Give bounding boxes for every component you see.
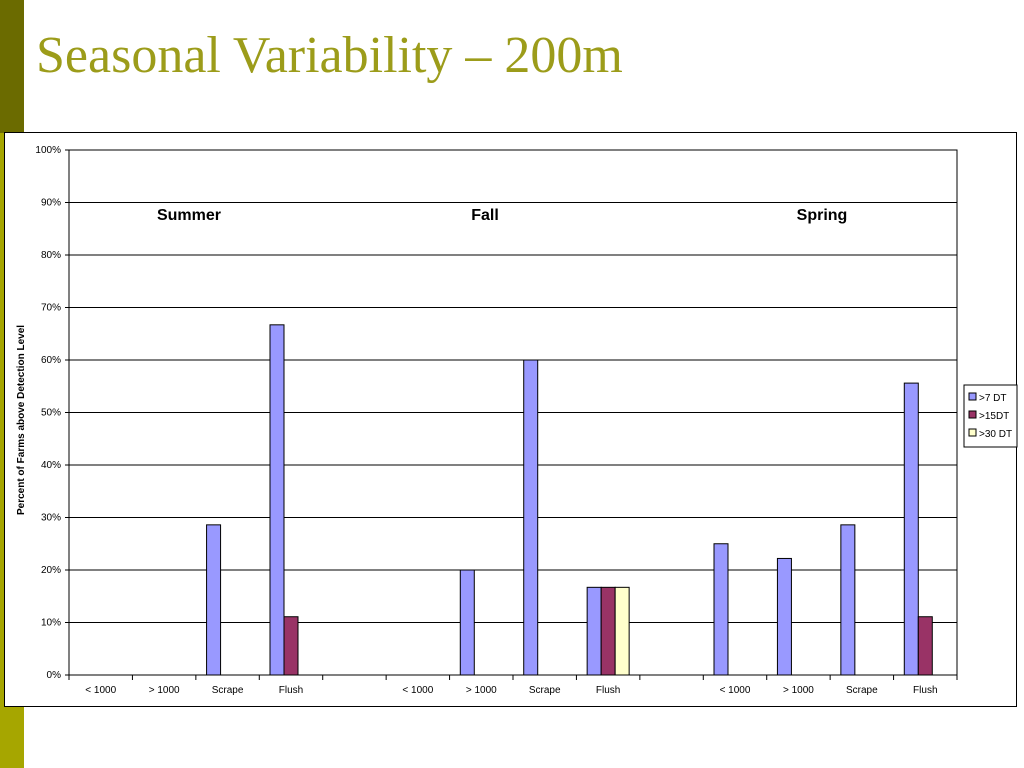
y-tick-label: 80% bbox=[41, 250, 61, 261]
y-tick-label: 50% bbox=[41, 408, 61, 419]
bar bbox=[269, 324, 285, 676]
y-tick-label: 90% bbox=[41, 198, 61, 209]
slide-title: Seasonal Variability – 200m bbox=[36, 27, 623, 84]
legend-swatch bbox=[968, 410, 977, 419]
x-tick-label: > 1000 bbox=[149, 685, 180, 696]
season-label: Spring bbox=[797, 207, 848, 224]
bar bbox=[614, 586, 630, 676]
y-tick-label: 60% bbox=[41, 355, 61, 366]
y-tick-label: 0% bbox=[47, 670, 62, 681]
x-tick-label: > 1000 bbox=[466, 685, 497, 696]
x-tick-label: < 1000 bbox=[402, 685, 433, 696]
y-tick-label: 100% bbox=[35, 145, 61, 156]
x-tick-label: < 1000 bbox=[720, 685, 751, 696]
legend-label: >7 DT bbox=[979, 393, 1007, 404]
x-tick-label: Scrape bbox=[846, 685, 878, 696]
y-tick-label: 40% bbox=[41, 460, 61, 471]
x-tick-label: Flush bbox=[913, 685, 937, 696]
bar bbox=[459, 569, 475, 676]
bar bbox=[206, 524, 222, 676]
x-tick-label: Scrape bbox=[212, 685, 244, 696]
bar bbox=[840, 524, 856, 676]
y-tick-label: 70% bbox=[41, 303, 61, 314]
bar bbox=[713, 543, 729, 676]
y-tick-label: 30% bbox=[41, 513, 61, 524]
x-tick-label: Flush bbox=[596, 685, 620, 696]
x-tick-label: < 1000 bbox=[85, 685, 116, 696]
bar bbox=[776, 557, 792, 676]
bar bbox=[903, 382, 919, 676]
x-tick-label: Flush bbox=[279, 685, 303, 696]
y-axis-label: Percent of Farms above Detection Level bbox=[16, 325, 27, 515]
bar bbox=[917, 616, 933, 676]
bar bbox=[586, 586, 602, 676]
season-label: Summer bbox=[157, 207, 221, 224]
legend-label: >15DT bbox=[979, 411, 1009, 422]
legend-label: >30 DT bbox=[979, 429, 1012, 440]
bar bbox=[283, 616, 299, 676]
x-tick-label: Scrape bbox=[529, 685, 561, 696]
bar bbox=[523, 359, 539, 676]
y-tick-label: 10% bbox=[41, 618, 61, 629]
bar bbox=[600, 586, 616, 676]
legend-swatch bbox=[968, 392, 977, 401]
y-tick-label: 20% bbox=[41, 565, 61, 576]
slide-accent-bar-top bbox=[0, 0, 24, 133]
x-tick-label: > 1000 bbox=[783, 685, 814, 696]
legend-swatch bbox=[968, 428, 977, 437]
season-label: Fall bbox=[471, 207, 499, 224]
